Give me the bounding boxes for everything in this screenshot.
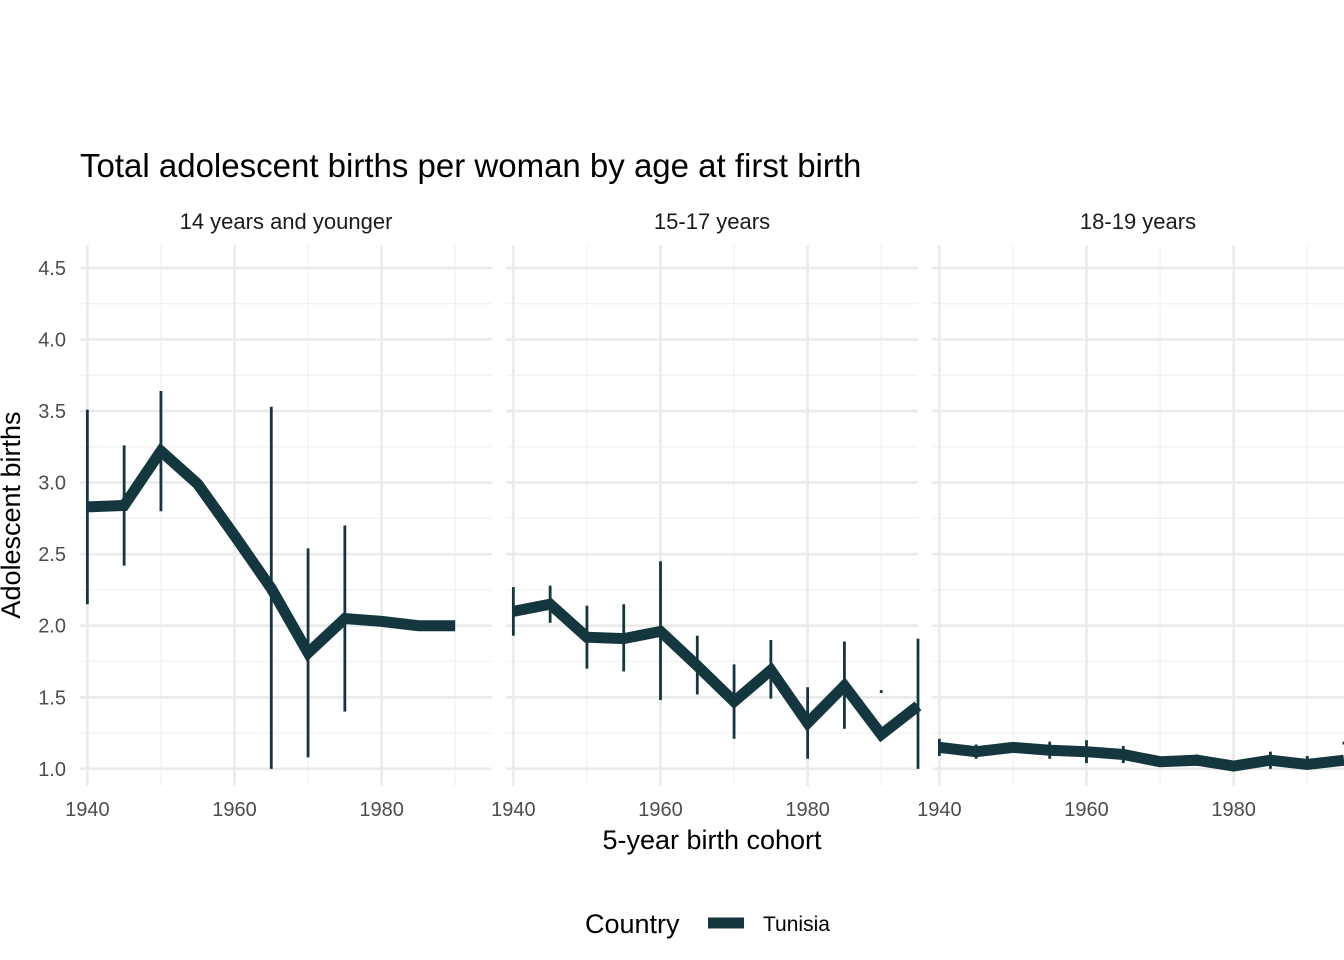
x-tick-label: 1940 [917, 799, 962, 821]
legend-label-tunisia: Tunisia [763, 913, 830, 936]
y-tick-label: 4.0 [38, 329, 66, 351]
panel-strip-label: 14 years and younger [180, 209, 393, 234]
y-axis-title: Adolescent births [0, 411, 26, 618]
x-tick-label: 1940 [491, 799, 536, 821]
x-tick-label: 1940 [65, 799, 110, 821]
panel-1: 1940 1960 1980 1.0 1.5 2.0 2.5 3.0 3.5 4.0 4.5 14 y… [38, 209, 492, 821]
y-tick-label: 2.5 [38, 544, 66, 566]
y-tick-label: 1.0 [38, 759, 66, 781]
x-tick-label: 1960 [638, 799, 683, 821]
x-tick-label: 1980 [785, 799, 830, 821]
x-axis-title: 5-year birth cohort [602, 825, 822, 855]
panel-2: 1940 1960 1980 15-17 years [491, 209, 922, 821]
y-tick-label: 1.5 [38, 687, 66, 709]
y-tick-label: 2.0 [38, 616, 66, 638]
y-tick-label: 3.5 [38, 401, 66, 423]
x-tick-label: 1960 [212, 799, 257, 821]
y-tick-label: 4.5 [38, 258, 66, 280]
panel-3: 1940 1960 1980 18-19 years [917, 209, 1344, 821]
x-tick-label: 1980 [359, 799, 404, 821]
panel-strip-label: 15-17 years [654, 209, 770, 234]
legend-title: Country [585, 909, 680, 939]
panels: 1940 1960 1980 1.0 1.5 2.0 2.5 3.0 3.5 4.0 4.5 14 y… [38, 209, 1344, 821]
x-tick-label: 1980 [1211, 799, 1256, 821]
panel-strip-label: 18-19 years [1080, 209, 1196, 234]
x-tick-label: 1960 [1064, 799, 1109, 821]
legend: Country Tunisia [585, 909, 830, 939]
series-line-tunisia [512, 598, 922, 743]
chart-title: Total adolescent births per woman by age… [80, 147, 861, 184]
series-line-tunisia [938, 741, 1344, 772]
y-tick-label: 3.0 [38, 473, 66, 495]
